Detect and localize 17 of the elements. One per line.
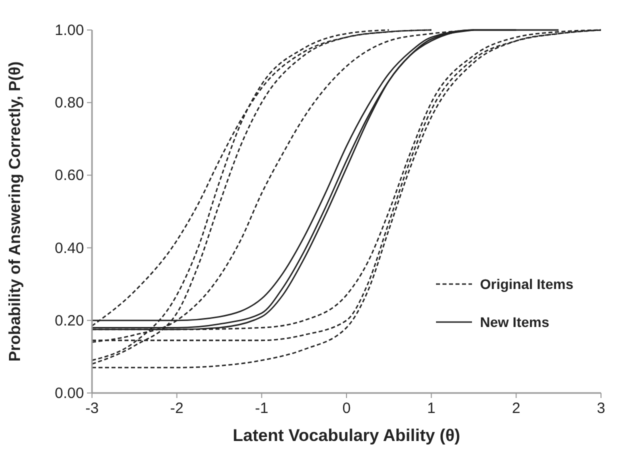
x-tick-label: -1 bbox=[254, 400, 268, 417]
y-tick-label: 1.00 bbox=[54, 22, 84, 39]
x-tick-label: 3 bbox=[596, 400, 606, 417]
x-axis-title: Latent Vocabulary Ability (θ) bbox=[232, 426, 460, 445]
x-tick-label: -3 bbox=[85, 400, 99, 417]
y-tick-label: 0.40 bbox=[54, 240, 84, 257]
y-tick-label: 0.20 bbox=[54, 312, 84, 330]
y-tick-label: 0.60 bbox=[54, 167, 84, 184]
x-tick-label: -2 bbox=[170, 400, 184, 417]
y-axis-title: Probability of Answering Correctly, P(θ) bbox=[7, 61, 24, 362]
y-tick-label: 0.00 bbox=[54, 385, 84, 402]
y-tick-label: 0.80 bbox=[54, 94, 84, 112]
x-tick-label: 1 bbox=[427, 400, 436, 417]
x-tick-label: 2 bbox=[512, 400, 520, 417]
legend-label: Original Items bbox=[480, 276, 574, 292]
x-tick-label: 0 bbox=[342, 400, 351, 417]
legend-label: New Items bbox=[480, 314, 550, 330]
